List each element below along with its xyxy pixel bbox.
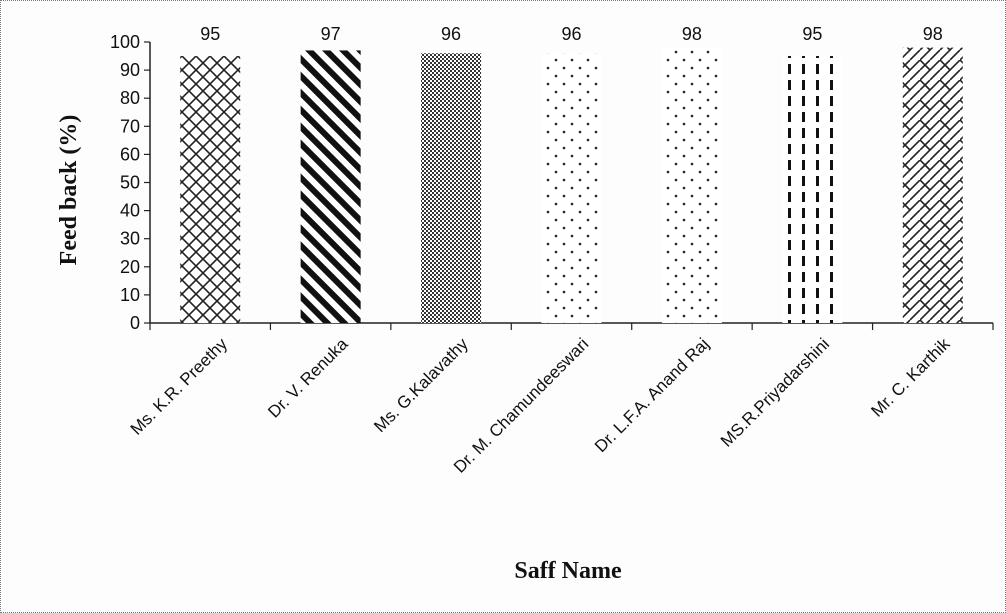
y-tick-label: 90 [120, 60, 140, 80]
y-tick-label: 0 [130, 313, 140, 333]
category-label: Mr. C. Karthik [867, 334, 954, 421]
data-label: 97 [321, 24, 341, 44]
y-tick-label: 70 [120, 116, 140, 136]
data-label: 96 [561, 24, 581, 44]
bar [541, 53, 602, 324]
y-tick-label: 80 [120, 88, 140, 108]
category-label: MS.R.Priyadarshini [717, 334, 833, 450]
bars [180, 47, 963, 324]
category-label: Dr. M. Chamundeeswari [450, 334, 592, 476]
data-label: 95 [802, 24, 822, 44]
y-tick-label: 50 [120, 173, 140, 193]
category-label: Dr. L.F.A. Anand Raj [591, 334, 713, 456]
data-label: 95 [200, 24, 220, 44]
data-label: 98 [923, 24, 943, 44]
y-axis: 0 10 20 30 40 50 60 70 80 90 100 [110, 32, 151, 333]
y-tick-label: 30 [120, 229, 140, 249]
bar [180, 56, 241, 324]
data-label: 98 [682, 24, 702, 44]
category-label: Dr. V. Renuka [264, 334, 352, 422]
y-axis-title: Feed back (%) [56, 115, 82, 266]
y-tick-label: 20 [120, 257, 140, 277]
data-label: 96 [441, 24, 461, 44]
category-label: Ms. K.R. Preethy [127, 334, 232, 439]
bar [661, 47, 722, 324]
bar [300, 50, 361, 324]
x-axis [149, 322, 994, 330]
x-axis-title: Saff Name [514, 558, 622, 584]
category-label: Ms. G.Kalavathy [370, 334, 472, 436]
y-tick-label: 40 [120, 201, 140, 221]
data-labels: 95 97 96 96 98 95 98 [200, 24, 943, 44]
y-tick-label: 100 [110, 32, 140, 52]
y-tick-label: 10 [120, 285, 140, 305]
category-labels: Ms. K.R. Preethy Dr. V. Renuka Ms. G.Kalav… [127, 334, 954, 477]
bar [421, 53, 482, 324]
bar [902, 47, 963, 324]
y-tick-label: 60 [120, 144, 140, 164]
bar [782, 56, 843, 324]
